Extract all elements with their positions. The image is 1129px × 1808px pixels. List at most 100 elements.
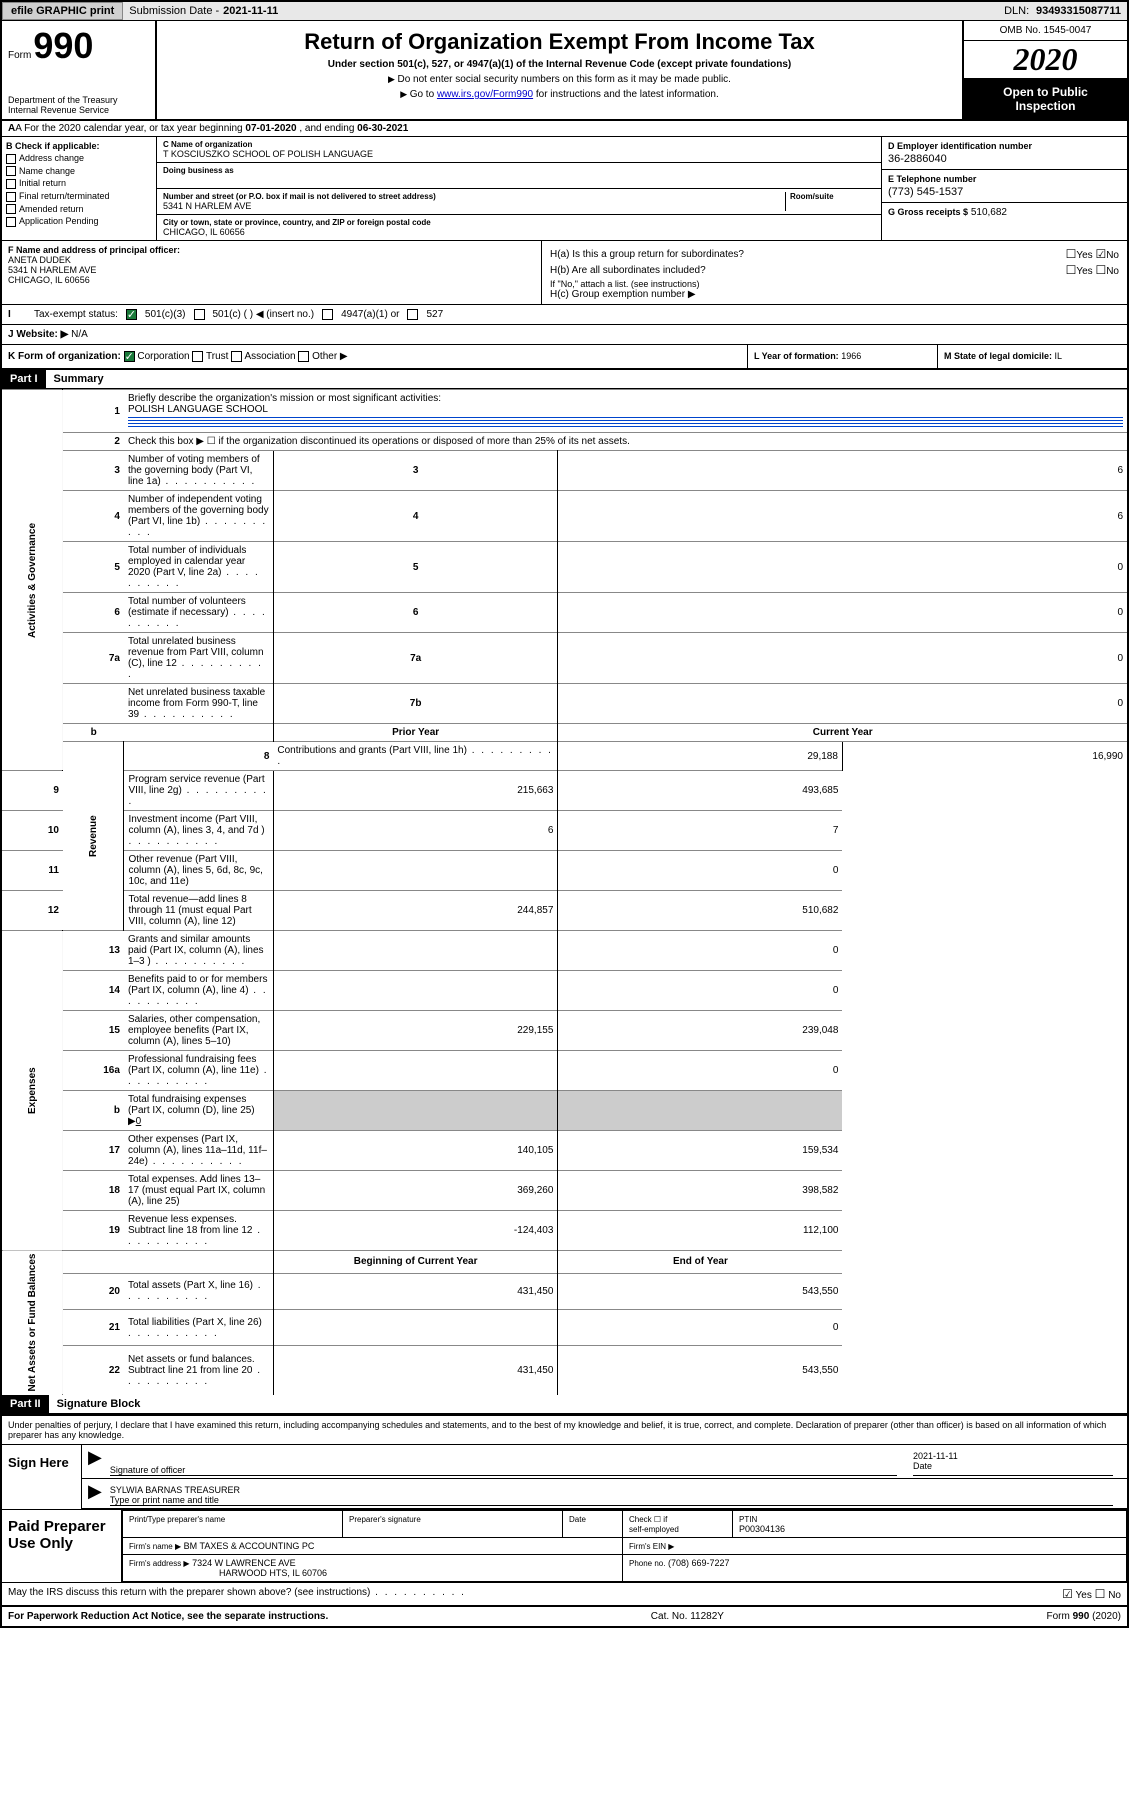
final-return-checkbox[interactable] — [6, 192, 16, 202]
part-i-header: Part I — [2, 370, 46, 388]
department-label: Department of the Treasury Internal Reve… — [8, 95, 149, 115]
part-ii-title: Signature Block — [49, 1395, 149, 1413]
prior-9: 215,663 — [273, 771, 558, 811]
val-5: 0 — [558, 542, 1127, 593]
phone-value: (773) 545-1537 — [888, 186, 1121, 198]
submission-date-label: Submission Date - — [129, 5, 219, 17]
firm-name: BM TAXES & ACCOUNTING PC — [184, 1541, 315, 1551]
val-7a: 0 — [558, 633, 1127, 684]
instructions-link[interactable]: www.irs.gov/Form990 — [437, 89, 533, 100]
tax-status-label: Tax-exempt status: — [34, 309, 118, 320]
paid-preparer-label: Paid Preparer Use Only — [2, 1510, 122, 1582]
expenses-label: Expenses — [2, 931, 63, 1251]
city: CHICAGO, IL 60656 — [163, 227, 875, 237]
prior-19: -124,403 — [273, 1211, 558, 1251]
preparer-phone: (708) 669-7227 — [668, 1558, 730, 1568]
dln-label: DLN: — [1004, 5, 1029, 17]
amended-return-checkbox[interactable] — [6, 204, 16, 214]
footer: For Paperwork Reduction Act Notice, see … — [2, 1605, 1127, 1626]
activities-governance-label: Activities & Governance — [2, 390, 63, 771]
irs-discuss-question: May the IRS discuss this return with the… — [8, 1587, 466, 1601]
address-label: Number and street (or P.O. box if mail i… — [163, 192, 785, 201]
part-i-title: Summary — [46, 370, 112, 388]
curr-10: 7 — [558, 811, 843, 851]
declaration-text: Under penalties of perjury, I declare th… — [2, 1416, 1127, 1445]
state-domicile-label: M State of legal domicile: — [944, 351, 1052, 361]
topbar: efile GRAPHIC print Submission Date - 20… — [2, 2, 1127, 21]
association-checkbox[interactable] — [231, 351, 242, 362]
preparer-table: Print/Type preparer's name Preparer's si… — [122, 1510, 1127, 1582]
application-pending-checkbox[interactable] — [6, 217, 16, 227]
kform-label: K Form of organization: — [8, 351, 121, 362]
city-label: City or town, state or province, country… — [163, 218, 875, 227]
tax-year-line: AA For the 2020 calendar year, or tax ye… — [2, 121, 1127, 137]
form-title: Return of Organization Exempt From Incom… — [165, 29, 954, 55]
trust-checkbox[interactable] — [192, 351, 203, 362]
form-subtitle: Under section 501(c), 527, or 4947(a)(1)… — [165, 59, 954, 70]
other-checkbox[interactable] — [298, 351, 309, 362]
form-number: 990 — [33, 25, 93, 67]
efile-print-button[interactable]: efile GRAPHIC print — [2, 2, 123, 20]
prior-14 — [273, 971, 558, 1011]
phone-label: E Telephone number — [888, 174, 1121, 184]
ha-yes-checkbox[interactable] — [1066, 250, 1077, 261]
omb-number: OMB No. 1545-0047 — [964, 21, 1127, 41]
4947-checkbox[interactable] — [322, 309, 333, 320]
discuss-yes-checkbox[interactable] — [1062, 1590, 1073, 1601]
dln-value: 93493315087711 — [1036, 5, 1121, 17]
catalog-number: Cat. No. 11282Y — [651, 1611, 724, 1622]
prior-17: 140,105 — [273, 1131, 558, 1171]
val-7b: 0 — [558, 684, 1127, 724]
section-i: I — [8, 309, 26, 320]
website-label: Website: ▶ — [16, 329, 68, 340]
officer-name-title: SYLWIA BARNAS TREASURER — [110, 1485, 1113, 1495]
org-name: T KOSCIUSZKO SCHOOL OF POLISH LANGUAGE — [163, 149, 875, 159]
prior-16a — [273, 1051, 558, 1091]
curr-16a: 0 — [558, 1051, 843, 1091]
501c-checkbox[interactable] — [194, 309, 205, 320]
mission-text: POLISH LANGUAGE SCHOOL — [128, 404, 268, 415]
form-word: Form — [8, 50, 31, 61]
curr-14: 0 — [558, 971, 843, 1011]
prior-18: 369,260 — [273, 1171, 558, 1211]
initial-return-checkbox[interactable] — [6, 179, 16, 189]
summary-table: Activities & Governance 1 Briefly descri… — [2, 389, 1127, 1395]
curr-8: 16,990 — [842, 742, 1127, 771]
org-name-label: C Name of organization — [163, 140, 875, 149]
firm-address-2: HARWOOD HTS, IL 60706 — [219, 1568, 327, 1578]
name-change-checkbox[interactable] — [6, 166, 16, 176]
ha-no-checkbox[interactable] — [1095, 250, 1106, 261]
eoy-20: 543,550 — [558, 1273, 843, 1309]
form-header: Form 990 Department of the Treasury Inte… — [2, 21, 1127, 121]
paperwork-notice: For Paperwork Reduction Act Notice, see … — [8, 1611, 328, 1622]
state-domicile-value: IL — [1055, 351, 1063, 361]
discuss-no-checkbox[interactable] — [1095, 1590, 1106, 1601]
curr-17: 159,534 — [558, 1131, 843, 1171]
year-formation-label: L Year of formation: — [754, 351, 839, 361]
hb-no-checkbox[interactable] — [1095, 266, 1106, 277]
prior-15: 229,155 — [273, 1011, 558, 1051]
firm-address-1: 7324 W LAWRENCE AVE — [192, 1558, 296, 1568]
prior-13 — [273, 931, 558, 971]
hb-yes-checkbox[interactable] — [1066, 266, 1077, 277]
prior-12: 244,857 — [273, 891, 558, 931]
prior-8: 29,188 — [558, 742, 843, 771]
dba-label: Doing business as — [163, 166, 875, 175]
form-edition: Form 990 (2020) — [1047, 1611, 1121, 1622]
corporation-checkbox[interactable] — [124, 351, 135, 362]
open-inspection: Open to Public Inspection — [964, 79, 1127, 119]
curr-18: 398,582 — [558, 1171, 843, 1211]
hb-note: If "No," attach a list. (see instruction… — [550, 279, 1119, 289]
val-3: 6 — [558, 451, 1127, 491]
527-checkbox[interactable] — [407, 309, 418, 320]
check-applicable-box: B Check if applicable: Address change Na… — [2, 137, 157, 240]
net-assets-label: Net Assets or Fund Balances — [2, 1251, 63, 1396]
website-value: N/A — [71, 329, 88, 340]
ha-label: H(a) Is this a group return for subordin… — [550, 249, 744, 260]
submission-date: 2021-11-11 — [223, 5, 278, 17]
signature-date: 2021-11-11 — [913, 1451, 1113, 1461]
signature-officer-label: Signature of officer — [110, 1465, 185, 1475]
section-j: J — [8, 329, 14, 340]
address-change-checkbox[interactable] — [6, 154, 16, 164]
501c3-checkbox[interactable] — [126, 309, 137, 320]
